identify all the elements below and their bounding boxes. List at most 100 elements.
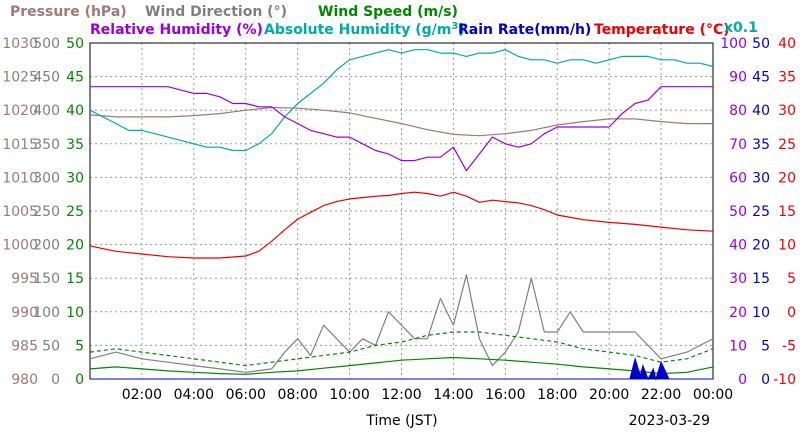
x-tick-label: 22:00 [641,387,681,403]
rain-rate-tick-label: 0 [761,372,770,388]
x-tick-label: 16:00 [485,387,525,403]
series-wind-direction [89,274,714,373]
header-wind-direction: Wind Direction (°) [145,4,287,20]
wind-direction-tick-label: 350 [33,137,60,153]
wind-speed-tick-label: 50 [66,36,84,52]
series-temperature [89,191,714,259]
rain-rate-tick-label: 30 [752,170,770,186]
pressure-tick-label: 985 [11,338,38,354]
rain-rate-tick-label: 15 [752,271,770,287]
wind-speed-tick-label: 20 [66,238,84,254]
temperature-tick-label: -10 [773,372,796,388]
relative-humidity-tick-label: 80 [729,103,747,119]
wind-direction-tick-label: 200 [33,238,60,254]
pressure-tick-label: 995 [11,271,38,287]
header-rain-rate: Rain Rate(mm/h) [458,22,591,38]
series-layer [89,49,714,381]
x-tick-label: 00:00 [693,387,733,403]
wind-direction-tick-label: 450 [33,70,60,86]
wind-direction-tick-label: 250 [33,204,60,220]
temperature-axis: 40 35 30 25 20 15 10 5 0 -5 -10 [773,36,796,388]
rain-rate-tick-label: 45 [752,70,770,86]
wind-direction-tick-label: 0 [51,372,60,388]
relative-humidity-tick-label: 60 [729,170,747,186]
wind-speed-tick-label: 45 [66,70,84,86]
pressure-axis: 1030 1025 1020 1015 1010 1005 1000 995 990 985 980 [2,36,38,388]
temperature-tick-label: 10 [778,238,796,254]
series-pressure [89,106,713,137]
rain-rate-tick-label: 10 [752,305,770,321]
x-tick-label: 08:00 [277,387,317,403]
x-tick-label: 10:00 [329,387,369,403]
series-absolute-humidity [89,49,714,152]
relative-humidity-tick-label: 50 [729,204,747,220]
temperature-tick-label: 35 [778,70,796,86]
wind-direction-tick-label: 500 [33,36,60,52]
relative-humidity-tick-label: 70 [729,137,747,153]
temperature-tick-label: 40 [778,36,796,52]
wind-speed-tick-label: 10 [66,305,84,321]
x-tick-label: 20:00 [589,387,629,403]
relative-humidity-tick-label: 0 [738,372,747,388]
rain-rate-tick-label: 20 [752,238,770,254]
temperature-tick-label: 20 [778,170,796,186]
wind-speed-tick-label: 0 [75,372,84,388]
relative-humidity-tick-label: 30 [729,271,747,287]
rain-rate-tick-label: 5 [761,338,770,354]
wind-speed-tick-label: 40 [66,103,84,119]
wind-speed-tick-label: 30 [66,170,84,186]
series-wind-speed-gust [89,331,714,367]
plot-grid [90,43,713,379]
temperature-tick-label: 5 [787,271,796,287]
x-tick-label: 18:00 [537,387,577,403]
wind-speed-tick-label: 25 [66,204,84,220]
series-relative-humidity [90,86,713,172]
x-axis-label: Time (JST) [365,413,437,429]
wind-speed-tick-label: 5 [75,338,84,354]
rain-rate-tick-label: 40 [752,103,770,119]
x-tick-label: 02:00 [122,387,162,403]
chart-date: 2023-03-29 [629,413,710,429]
time-axis: 02:00 04:00 06:00 08:00 10:00 12:00 14:00 16:00… [122,387,733,403]
header-relative-humidity: Relative Humidity (%) [90,22,263,38]
x-tick-label: 06:00 [226,387,266,403]
header-absolute-humidity: Absolute Humidity (g/m3) [264,21,465,39]
wind-direction-tick-label: 50 [42,338,60,354]
x-tick-label: 12:00 [381,387,421,403]
rain-rate-tick-label: 25 [752,204,770,220]
header-absolute-humidity-tail: ) [458,22,464,38]
wind-speed-tick-label: 15 [66,271,84,287]
temperature-tick-label: -5 [782,338,796,354]
header-temperature: Temperature (°C) [594,22,730,38]
pressure-tick-label: 990 [11,305,38,321]
pressure-tick-label: 1030 [2,36,38,52]
relative-humidity-tick-label: 20 [729,305,747,321]
x-tick-label: 04:00 [174,387,214,403]
header-wind-speed: Wind Speed (m/s) [318,4,458,20]
relative-humidity-tick-label: 90 [729,70,747,86]
pressure-tick-label: 1025 [2,70,38,86]
x-tick-label: 14:00 [433,387,473,403]
relative-humidity-tick-label: 10 [729,338,747,354]
temperature-tick-label: 0 [787,305,796,321]
header-absolute-humidity-sup: 3 [451,21,458,32]
wind-direction-tick-label: 300 [33,170,60,186]
temperature-tick-label: 30 [778,103,796,119]
series-wind-speed-average [89,356,714,375]
pressure-tick-label: 1020 [2,103,38,119]
header-scale-note: x0.1 [724,20,758,36]
header-legend: Pressure (hPa) Wind Direction (°) Wind S… [10,4,758,38]
relative-humidity-tick-label: 100 [720,36,747,52]
temperature-tick-label: 15 [778,204,796,220]
rain-rate-tick-label: 35 [752,137,770,153]
pressure-tick-label: 1005 [2,204,38,220]
relative-humidity-tick-label: 40 [729,238,747,254]
rain-rate-tick-label: 50 [752,36,770,52]
header-pressure: Pressure (hPa) [10,4,127,20]
wind-direction-tick-label: 150 [33,271,60,287]
wind-direction-tick-label: 100 [33,305,60,321]
